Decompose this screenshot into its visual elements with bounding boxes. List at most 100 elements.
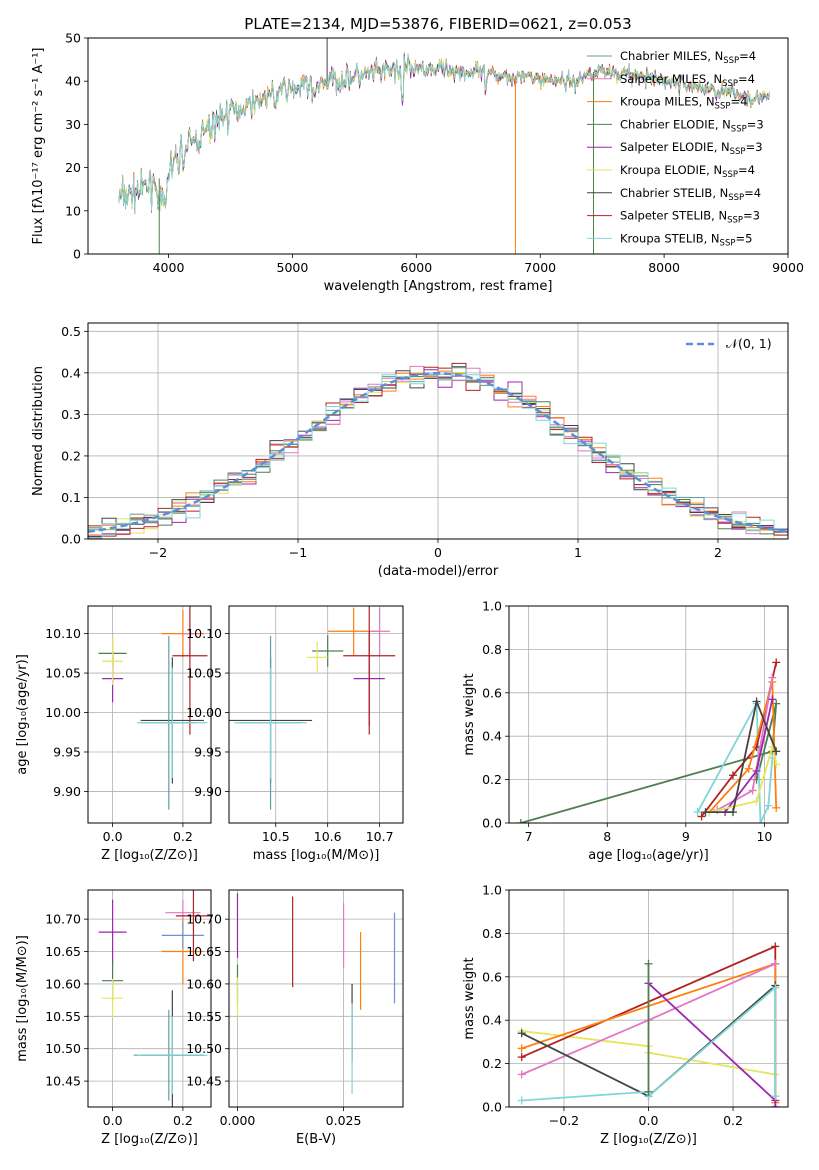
x-tick-label: 0.2 [173, 829, 193, 844]
y-tick-label: 30 [65, 117, 81, 132]
weight-marker [752, 797, 761, 806]
figure-title: PLATE=2134, MJD=53876, FIBERID=0621, z=0… [244, 15, 631, 33]
x-tick-label: 0.0 [103, 1113, 123, 1128]
y-tick-label: 0.0 [482, 816, 502, 831]
axes-frame [228, 605, 404, 824]
y-tick-label: 10.05 [45, 666, 81, 681]
y-tick-label: 10.50 [45, 1041, 81, 1056]
x-tick-label: 7000 [524, 260, 556, 275]
weight-marker [771, 983, 780, 992]
y-tick-label: 0.5 [61, 324, 81, 339]
histogram-step [88, 373, 788, 539]
y-tick-label: 10.10 [186, 626, 222, 641]
x-tick-label: 0 [434, 545, 442, 560]
y-tick-label: 10.45 [45, 1074, 81, 1089]
y-tick-label: 0.4 [61, 365, 81, 380]
weight-marker [728, 808, 737, 817]
y-tick-label: 10.00 [186, 705, 222, 720]
weight-marker [517, 1096, 526, 1105]
y-tick-label: 0.3 [61, 407, 81, 422]
errorbar-point [161, 922, 204, 949]
weight-marker [771, 1103, 780, 1107]
weight-marker [752, 766, 761, 775]
y-tick-label: 0.6 [482, 685, 502, 700]
legend-entry: Chabrier MILES, NSSP=4 [620, 49, 756, 66]
panel-mass-weight-vs-Z: −0.2 0.0 0.2 0.0 0.2 0.4 0.6 0.8 1.0 Z [log₁₀(Z/Z… [462, 883, 789, 1147]
weight-marker [728, 771, 737, 780]
spectrum-legend: Chabrier MILES, NSSP=4 Salpeter MILES, NS… [587, 49, 764, 248]
weight-marker [752, 697, 761, 706]
y-axis-label: mass weight [462, 957, 477, 1039]
panel-spectrum: 4000 5000 6000 7000 8000 9000 0 10 20 30 40 50 wavel… [31, 31, 804, 295]
y-tick-label: 10.50 [186, 1041, 222, 1056]
weight-marker [517, 1044, 526, 1053]
y-tick-label: 10.65 [45, 944, 81, 959]
weight-line [705, 698, 778, 813]
weight-marker [693, 808, 702, 817]
legend-entry: Salpeter STELIB, NSSP=3 [620, 209, 760, 226]
x-axis-label: (data-model)/error [378, 564, 499, 579]
y-axis-label: Flux [fλ10⁻¹⁷ erg cm⁻² s⁻¹ A⁻¹] [31, 48, 46, 245]
axes-frame [87, 605, 212, 824]
weight-marker [768, 673, 777, 682]
legend-entry: Kroupa ELODIE, NSSP=4 [620, 163, 755, 180]
legend-entry: Salpeter ELODIE, NSSP=3 [620, 140, 763, 157]
y-tick-label: 0.8 [482, 642, 502, 657]
weight-marker [517, 1053, 526, 1062]
plot-area [229, 606, 403, 823]
y-tick-label: 10.45 [186, 1074, 222, 1089]
y-axis-label: age [log₁₀(age/yr)] [15, 654, 30, 775]
y-tick-label: 0.2 [482, 772, 502, 787]
y-tick-label: 0.0 [61, 532, 81, 547]
weight-marker [516, 819, 525, 823]
x-tick-label: 4000 [153, 260, 185, 275]
weight-marker [764, 801, 773, 810]
weight-marker [517, 1029, 526, 1038]
panel-mass-vs-Z: 0.0 0.2 10.45 10.50 10.55 10.60 10.65 10.70 Z [l… [15, 889, 212, 1147]
errorbar-point [172, 606, 208, 735]
x-tick-label: 2 [714, 545, 722, 560]
axes-frame [508, 605, 789, 824]
x-axis-label: Z [log₁₀(Z/Z⊙)] [600, 1132, 697, 1147]
weight-marker [768, 695, 777, 704]
y-tick-label: 10.65 [186, 944, 222, 959]
y-axis-label: Normed distribution [31, 366, 46, 496]
errorbar-point [369, 607, 391, 655]
plot-area [88, 606, 211, 823]
errorbar-point [306, 641, 328, 674]
weight-line [696, 700, 774, 823]
x-tick-label: 0.2 [173, 1113, 193, 1128]
panel-mass-vs-EBV: 0.000 0.025 10.45 10.50 10.55 10.60 10.65 10.70… [186, 889, 404, 1147]
x-tick-label: 10 [756, 829, 772, 844]
axes-frame [87, 322, 789, 540]
x-tick-label: 10.7 [366, 829, 394, 844]
x-tick-label: 9000 [772, 260, 804, 275]
x-axis-label: age [log₁₀(age/yr)] [588, 848, 709, 863]
x-tick-label: −2 [149, 545, 167, 560]
y-tick-label: 10.70 [45, 912, 81, 927]
weight-marker [771, 1092, 780, 1101]
weight-line [709, 746, 778, 813]
spectrum-line [118, 54, 770, 214]
weight-marker [701, 808, 710, 817]
weight-marker [744, 764, 753, 773]
x-axis-label: mass [log₁₀(M/M⊙)] [253, 848, 380, 863]
errorbar-point [175, 890, 211, 962]
y-tick-label: 0.1 [61, 490, 81, 505]
y-tick-label: 10.05 [186, 666, 222, 681]
x-tick-label: 0.000 [220, 1113, 256, 1128]
y-tick-label: 10.60 [186, 976, 222, 991]
y-tick-label: 50 [65, 31, 81, 46]
plot-area [509, 890, 788, 1107]
weight-marker [772, 658, 781, 667]
x-tick-label: −1 [289, 545, 307, 560]
errorbar-point [234, 667, 307, 779]
y-tick-label: 10.10 [45, 626, 81, 641]
errorbar-point [102, 637, 124, 685]
legend-entry: Chabrier ELODIE, NSSP=3 [620, 117, 764, 134]
y-tick-label: 10 [65, 203, 81, 218]
y-tick-label: 1.0 [482, 599, 502, 614]
legend-entry: Salpeter MILES, NSSP=4 [620, 72, 755, 89]
histogram-legend: 𝒩(0, 1) [686, 336, 772, 351]
legend-entry: 𝒩(0, 1) [726, 336, 772, 351]
